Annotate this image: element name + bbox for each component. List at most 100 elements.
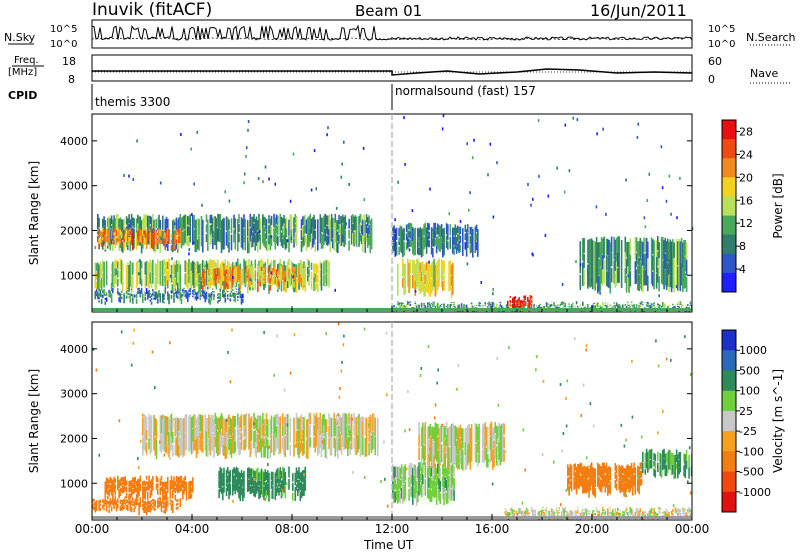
velocity-echo-cell <box>315 412 318 447</box>
power-echo-cell <box>247 220 249 237</box>
power-echo-cell <box>225 281 228 288</box>
velocity-echo-cell <box>207 437 209 457</box>
velocity-echo-cell <box>163 501 165 506</box>
power-echo-cell <box>102 290 104 293</box>
velocity-echo-cell <box>154 437 157 456</box>
velocity-echo-cell <box>460 456 463 470</box>
velocity-echo-cell <box>278 479 280 487</box>
power-noise-point <box>595 205 598 209</box>
velocity-echo-cell <box>653 460 655 467</box>
velocity-echo-cell <box>120 482 123 487</box>
power-echo-cell <box>137 234 139 243</box>
power-noise-point <box>575 260 577 264</box>
power-echo-cell <box>308 269 310 277</box>
power-echo-cell <box>232 292 234 297</box>
power-echo-cell <box>104 297 107 301</box>
velocity-echo-cell <box>433 475 435 487</box>
power-echo-cell <box>174 288 177 291</box>
velocity-echo-cell <box>322 414 324 434</box>
power-echo-cell <box>147 291 149 300</box>
velocity-echo-cell <box>444 465 447 477</box>
power-y-tick-label: 2000 <box>60 224 88 237</box>
power-echo-cell <box>547 303 549 305</box>
power-echo-cell <box>679 303 682 306</box>
power-echo-cell <box>595 302 598 308</box>
velocity-echo-cell <box>257 480 259 492</box>
power-echo-cell <box>314 264 317 272</box>
power-noise-point <box>345 222 348 226</box>
power-echo-cell <box>247 236 249 254</box>
power-echo-cell <box>119 258 122 270</box>
power-echo-cell <box>209 294 212 299</box>
x-tick-label: 08:00 <box>275 522 310 536</box>
nsearch-label: N.Search <box>746 31 796 44</box>
power-echo-cell <box>424 222 427 248</box>
velocity-noise-point <box>487 459 490 462</box>
power-echo-cell <box>185 261 188 287</box>
power-echo-cell <box>147 274 149 287</box>
power-echo-cell <box>193 214 195 228</box>
velocity-echo-cell <box>128 481 130 488</box>
velocity-echo-cell <box>482 449 484 463</box>
x-tick-label: 12:00 <box>375 522 410 536</box>
velocity-echo-cell <box>609 507 612 509</box>
velocity-echo-cell <box>364 437 367 457</box>
power-echo-cell <box>427 235 429 247</box>
velocity-echo-cell <box>498 442 500 460</box>
power-echo-cell <box>100 231 103 237</box>
power-echo-cell <box>470 305 473 308</box>
velocity-echo-cell <box>218 470 220 480</box>
velocity-echo-cell <box>279 475 282 483</box>
power-echo-cell <box>338 214 340 225</box>
power-echo-cell <box>179 228 182 243</box>
power-echo-cell <box>198 274 200 283</box>
power-echo-cell <box>367 227 369 239</box>
power-echo-cell <box>560 301 563 305</box>
power-echo-cell <box>178 291 180 294</box>
velocity-echo-cell <box>294 487 297 501</box>
power-echo-cell <box>107 231 109 237</box>
velocity-echo-cell <box>145 416 148 429</box>
power-echo-cell <box>433 304 435 306</box>
power-echo-cell <box>109 218 112 229</box>
velocity-echo-cell <box>452 485 454 497</box>
velocity-echo-cell <box>152 506 154 509</box>
power-echo-cell <box>112 241 114 251</box>
velocity-echo-cell <box>267 439 269 459</box>
power-echo-cell <box>137 287 139 291</box>
velocity-noise-point <box>589 402 592 405</box>
power-echo-cell <box>275 224 278 234</box>
power-echo-cell <box>509 296 512 299</box>
power-echo-cell <box>128 290 130 292</box>
power-echo-cell <box>652 306 654 309</box>
power-echo-cell <box>150 262 153 289</box>
velocity-echo-cell <box>274 472 277 500</box>
power-echo-cell <box>339 216 342 225</box>
power-echo-cell <box>290 214 293 228</box>
velocity-echo-cell <box>107 500 109 505</box>
power-noise-point <box>466 262 469 266</box>
velocity-echo-cell <box>394 491 397 503</box>
velocity-noise-point <box>553 460 555 464</box>
velocity-echo-cell <box>435 486 438 505</box>
power-echo-cell <box>110 273 113 283</box>
velocity-echo-cell <box>110 500 113 505</box>
power-echo-cell <box>609 242 612 294</box>
velocity-echo-cell <box>442 464 444 475</box>
power-echo-cell <box>583 307 585 309</box>
power-echo-cell <box>193 289 195 292</box>
velocity-echo-cell <box>593 467 595 497</box>
power-echo-cell <box>662 260 664 285</box>
velocity-echo-cell <box>497 426 499 439</box>
power-echo-cell <box>102 236 104 241</box>
velocity-echo-cell <box>437 437 439 450</box>
velocity-echo-cell <box>132 483 134 488</box>
power-echo-cell <box>324 259 327 284</box>
power-echo-cell <box>174 245 177 250</box>
power-noise-point <box>334 288 336 292</box>
power-echo-cell <box>334 213 337 223</box>
power-echo-cell <box>129 219 132 235</box>
power-echo-cell <box>164 219 167 234</box>
power-echo-cell <box>277 235 279 246</box>
velocity-echo-cell <box>663 510 665 514</box>
